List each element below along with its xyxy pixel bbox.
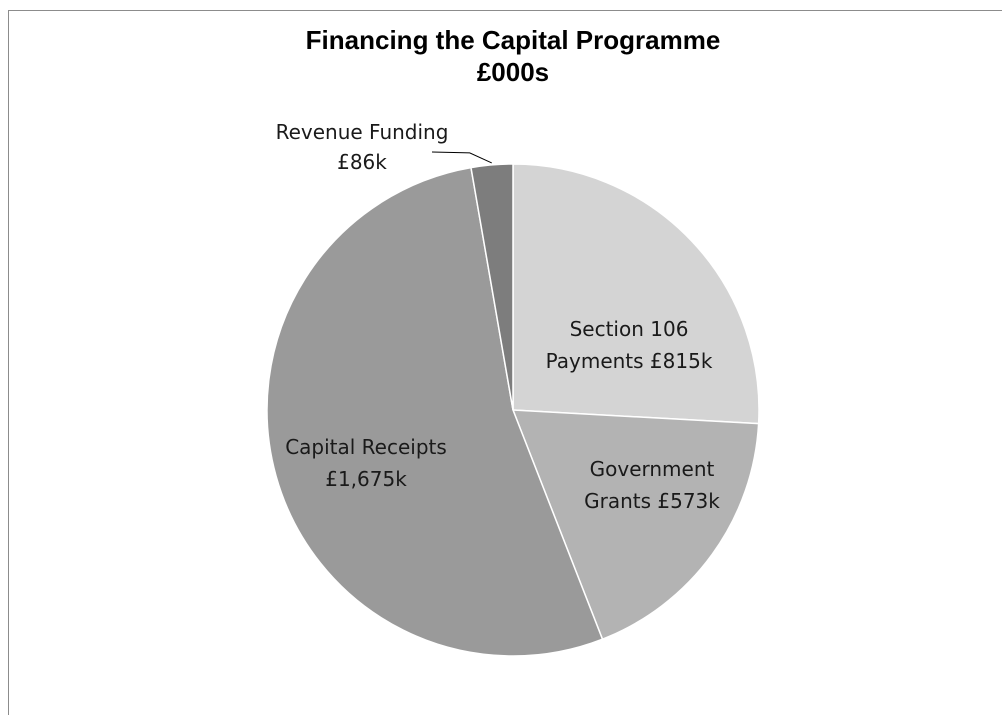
pie-chart: Financing the Capital Programme £000s Se…	[266, 25, 760, 657]
chart-title: Financing the Capital Programme	[306, 25, 721, 55]
pie-slice-capital-receipts	[266, 166, 604, 657]
chart-subtitle: £000s	[477, 57, 549, 87]
slice-label-section-106-payments: Section 106 Payments £815k	[546, 317, 713, 373]
pie-slice-government-grants	[511, 409, 760, 641]
leader-lines	[431, 151, 492, 164]
slice-label-government-grants: Government Grants £573k	[584, 457, 720, 513]
slice-labels: Section 106 Payments £815k Government Grant…	[276, 120, 721, 513]
chart-area: Financing the Capital Programme £000s Se…	[8, 10, 1002, 715]
pie-slice-section-106-payments	[512, 163, 760, 425]
pie-slice-revenue-funding	[470, 163, 514, 411]
pie-slices	[266, 163, 760, 657]
slice-label-revenue-funding: Revenue Funding £86k	[276, 120, 449, 174]
slice-label-capital-receipts: Capital Receipts £1,675k	[285, 435, 447, 491]
leader-line-revenue-funding	[431, 151, 492, 164]
